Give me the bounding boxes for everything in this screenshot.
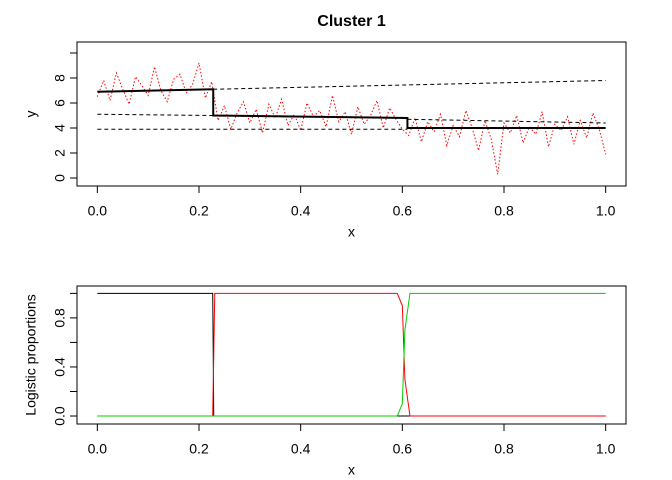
x-tick-label: 1.0: [596, 203, 616, 219]
x-tick-label: 0.0: [88, 203, 108, 219]
y-tick-label: 6: [52, 99, 68, 107]
y-axis-label: y: [23, 111, 39, 118]
x-tick-label: 0.4: [291, 441, 311, 457]
x-axis-label: x: [348, 462, 355, 478]
x-tick-label: 0.0: [88, 441, 108, 457]
data-line: [96, 62, 607, 175]
y-tick-label: 2: [52, 149, 68, 157]
data-line: [407, 118, 606, 124]
x-tick-label: 1.0: [596, 441, 616, 457]
x-tick-label: 0.8: [494, 203, 514, 219]
data-line: [97, 292, 606, 417]
y-axis-label: Logistic proportions: [23, 294, 39, 415]
data-line: [97, 88, 606, 129]
x-axis-label: x: [348, 224, 355, 240]
x-tick-label: 0.8: [494, 441, 514, 457]
x-tick-label: 0.2: [189, 203, 209, 219]
chart-title: Cluster 1: [317, 13, 386, 30]
x-tick-label: 0.4: [291, 203, 311, 219]
data-line: [213, 80, 606, 90]
y-tick-label: 0: [52, 174, 68, 182]
y-tick-label: 0.4: [52, 357, 68, 377]
data-line: [97, 292, 606, 417]
y-tick-label: 0.0: [52, 406, 68, 426]
x-tick-label: 0.6: [393, 441, 413, 457]
y-tick-label: 4: [52, 124, 68, 132]
y-tick-label: 0.8: [52, 308, 68, 328]
data-line: [97, 113, 214, 116]
x-tick-label: 0.6: [393, 203, 413, 219]
y-tick-label: 8: [52, 74, 68, 82]
x-tick-label: 0.2: [189, 441, 209, 457]
